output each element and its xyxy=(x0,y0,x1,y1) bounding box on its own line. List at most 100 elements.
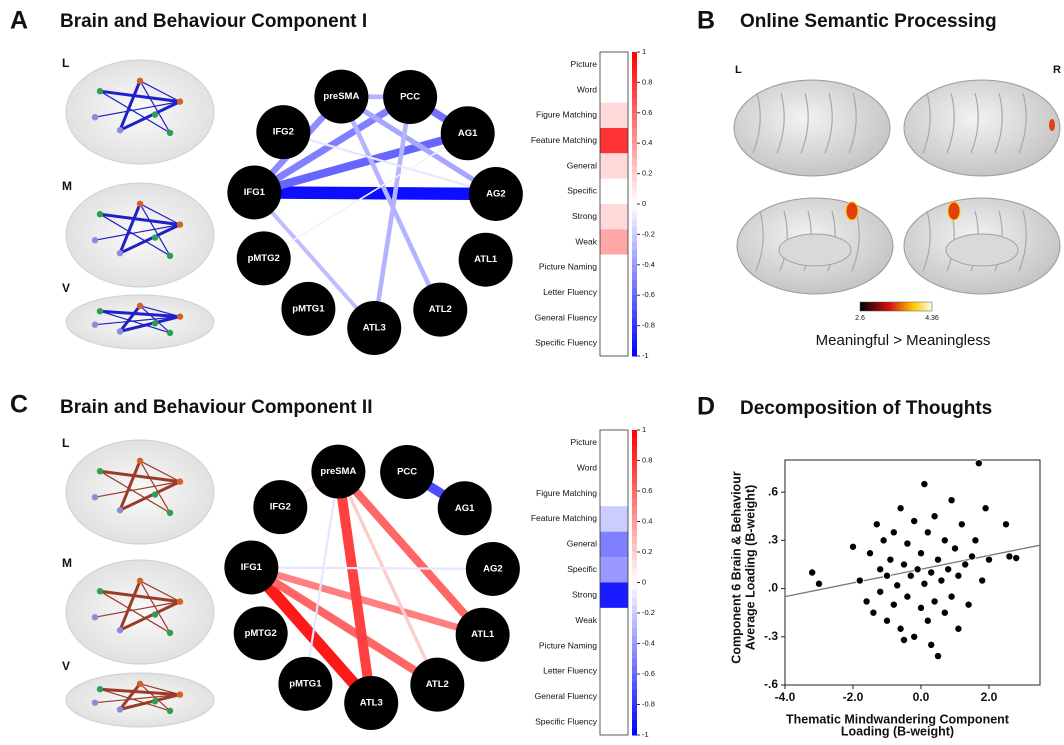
colorbar-segment xyxy=(632,128,637,136)
colorbar-tick-label: -0.8 xyxy=(642,699,655,708)
node-label: AG1 xyxy=(458,128,478,139)
row-label: Strong xyxy=(572,211,597,221)
colorbar-segment xyxy=(632,204,637,212)
row-label: Word xyxy=(577,84,597,94)
heatmap-cell xyxy=(600,455,628,480)
colorbar-segment xyxy=(632,575,637,583)
colorbar-segment xyxy=(632,567,637,575)
colorbar-segment xyxy=(632,605,637,613)
panel-letter: A xyxy=(10,7,28,35)
colorbar-tick-label: -0.2 xyxy=(642,608,655,617)
region-dot xyxy=(117,250,123,256)
colorbar-segment xyxy=(632,583,637,591)
brain-thumbnail xyxy=(66,560,214,664)
heatmap-cell xyxy=(600,633,628,658)
scatter-point xyxy=(951,545,958,552)
activation-blob xyxy=(948,202,960,220)
colorbar-segment xyxy=(632,590,637,598)
row-label: Picture xyxy=(571,59,598,69)
node-label: pMTG2 xyxy=(248,253,280,264)
activation-blob xyxy=(1049,119,1055,131)
colorbar-segment xyxy=(632,234,637,242)
panel-letter: D xyxy=(697,393,715,421)
node-label: ATL1 xyxy=(474,254,498,265)
colorbar-segment xyxy=(632,310,637,318)
node-label: IFG2 xyxy=(270,502,291,513)
colorbar-segment xyxy=(632,348,637,356)
scatter-point xyxy=(979,577,986,584)
colorbar-segment xyxy=(632,280,637,288)
view-label: V xyxy=(62,659,70,673)
colorbar-segment xyxy=(632,52,637,60)
colorbar-segment xyxy=(632,105,637,113)
scatter-point xyxy=(1006,553,1013,560)
colorbar-segment xyxy=(632,628,637,636)
colorbar-segment xyxy=(632,506,637,514)
panel-title: Brain and Behaviour Component I xyxy=(60,11,367,32)
region-dot xyxy=(92,322,98,328)
node-label: preSMA xyxy=(320,466,356,477)
colorbar-tick-label: 0.2 xyxy=(642,547,652,556)
colorbar-tick-label: 0.8 xyxy=(642,77,652,86)
colorbar-segment xyxy=(632,461,637,469)
colorbar-segment xyxy=(632,552,637,560)
row-label: Feature Matching xyxy=(531,513,597,523)
y-axis-label: Average Loading (B-weight) xyxy=(743,485,757,651)
heatmap-cell xyxy=(600,506,628,531)
node-label: ATL2 xyxy=(429,304,452,315)
heatmap-cell xyxy=(600,52,628,77)
colorbar-segment xyxy=(632,430,637,438)
region-dot xyxy=(92,494,98,500)
colorbar-segment xyxy=(632,174,637,182)
region-dot xyxy=(92,614,98,620)
colorbar-tick-label: -0.2 xyxy=(642,229,655,238)
colorbar-segment xyxy=(632,697,637,705)
scatter-point xyxy=(856,577,863,584)
scatter-point xyxy=(1002,521,1009,528)
scatter-point xyxy=(877,588,884,595)
colorbar-segment xyxy=(632,326,637,334)
scatter-point xyxy=(941,609,948,616)
scatter-point xyxy=(849,543,856,550)
colorbar-segment xyxy=(632,529,637,537)
region-dot xyxy=(152,320,158,326)
colorbar-segment xyxy=(632,720,637,728)
colorbar-segment xyxy=(632,272,637,280)
corpus-callosum xyxy=(779,234,851,266)
node-label: IFG1 xyxy=(244,187,266,198)
heatmap-cell xyxy=(600,710,628,735)
colorbar-segment xyxy=(632,537,637,545)
scatter-point xyxy=(941,537,948,544)
node-label: pMTG1 xyxy=(289,678,322,689)
scatter-point xyxy=(965,601,972,608)
region-dot xyxy=(177,691,183,697)
node-label: AG1 xyxy=(455,503,475,514)
node-label: PCC xyxy=(400,92,420,103)
node-label: pMTG1 xyxy=(292,303,325,314)
colorbar-segment xyxy=(632,674,637,682)
region-dot xyxy=(97,588,103,594)
colorbar-segment xyxy=(632,75,637,83)
view-label: M xyxy=(62,556,72,570)
scatter-point xyxy=(1013,554,1020,561)
colorbar-segment xyxy=(632,303,637,311)
heatmap-cell xyxy=(600,583,628,608)
region-dot xyxy=(177,313,183,319)
scatter-point xyxy=(897,625,904,632)
colorbar-segment xyxy=(632,689,637,697)
heatmap-cell xyxy=(600,153,628,178)
scatter-point xyxy=(917,550,924,557)
region-dot xyxy=(117,127,123,133)
colorbar-segment xyxy=(632,136,637,144)
scatter-point xyxy=(985,556,992,563)
scatter-point xyxy=(938,577,945,584)
colorbar-segment xyxy=(632,113,637,121)
colorbar-tick-label: -0.6 xyxy=(642,290,655,299)
scatter-point xyxy=(863,598,870,605)
row-label: General xyxy=(567,539,597,549)
region-dot xyxy=(177,98,183,104)
region-dot xyxy=(137,78,143,84)
colorbar-segment xyxy=(632,151,637,159)
region-dot xyxy=(167,330,173,336)
